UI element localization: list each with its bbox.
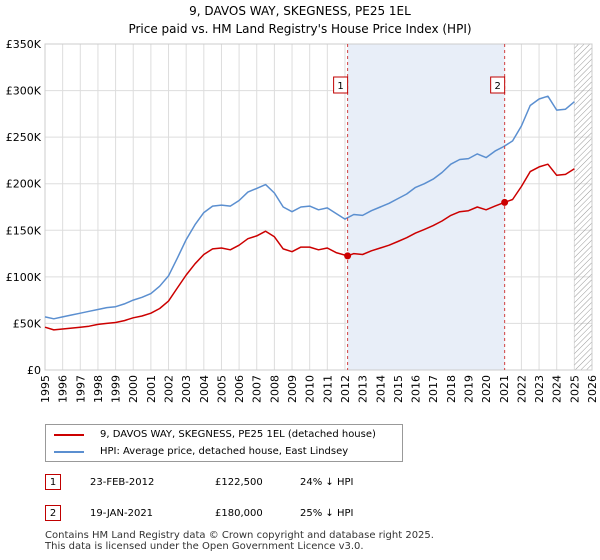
legend-item-property: 9, DAVOS WAY, SKEGNESS, PE25 1EL (detach…	[46, 427, 402, 443]
x-tick-label: 2021	[498, 375, 511, 403]
transaction-row: 2 19-JAN-2021 £180,000 25% ↓ HPI	[45, 505, 545, 523]
annotation-label: 2	[494, 81, 500, 92]
shaded-ownership-span	[347, 44, 505, 370]
x-tick-label: 2006	[233, 375, 246, 403]
footer-line-2: This data is licensed under the Open Gov…	[45, 541, 364, 552]
x-tick-label: 2020	[480, 375, 493, 403]
annotation-box	[490, 76, 506, 94]
x-tick-label: 2008	[268, 375, 281, 403]
x-tick-label: 1998	[92, 375, 105, 403]
transaction-date: 19-JAN-2021	[90, 508, 154, 519]
legend-label-hpi: HPI: Average price, detached house, East…	[100, 446, 349, 457]
x-tick-label: 2009	[286, 375, 299, 403]
footer-attribution: Contains HM Land Registry data © Crown c…	[45, 530, 434, 552]
footer-line-1: Contains HM Land Registry data © Crown c…	[45, 530, 434, 541]
transaction-price: £122,500	[215, 477, 263, 488]
transaction-price: £180,000	[215, 508, 263, 519]
y-tick-label: £50K	[13, 317, 42, 330]
x-tick-label: 2013	[357, 375, 370, 403]
plot-frame	[44, 43, 593, 371]
transaction-number-badge: 2	[45, 505, 61, 521]
x-tick-label: 2023	[533, 375, 546, 403]
y-tick-label: £200K	[6, 178, 42, 191]
y-tick-label: £300K	[6, 85, 42, 98]
x-tick-label: 2003	[180, 375, 193, 403]
transaction-hpi-diff: 24% ↓ HPI	[300, 477, 354, 488]
legend-item-hpi: HPI: Average price, detached house, East…	[46, 444, 402, 460]
x-tick-label: 2022	[515, 375, 528, 403]
x-tick-label: 1997	[74, 375, 87, 403]
chart-title-line1: 9, DAVOS WAY, SKEGNESS, PE25 1EL	[189, 4, 411, 18]
x-tick-label: 2011	[321, 375, 334, 403]
chart-legend: 9, DAVOS WAY, SKEGNESS, PE25 1EL (detach…	[45, 424, 403, 462]
transaction-hpi-diff: 25% ↓ HPI	[300, 508, 354, 519]
x-tick-label: 2014	[374, 375, 387, 403]
x-tick-label: 2026	[586, 375, 599, 403]
x-tick-label: 2010	[304, 375, 317, 403]
y-tick-label: £0	[27, 364, 41, 377]
annotation-label: 1	[337, 81, 343, 92]
price-chart: £0 £50K £100K £150K £200K £250K £300K £350K 1995…	[6, 38, 599, 403]
property-price-line	[44, 163, 575, 331]
legend-swatch-hpi	[54, 451, 84, 453]
transaction-number-badge: 1	[45, 474, 61, 490]
x-tick-label: 1999	[110, 375, 123, 403]
x-tick-label: 2005	[215, 375, 228, 403]
hpi-line	[44, 95, 575, 320]
y-tick-label: £350K	[6, 38, 42, 51]
sale-point-marker	[501, 198, 509, 206]
transaction-date: 23-FEB-2012	[90, 477, 155, 488]
x-tick-label: 1995	[39, 375, 52, 403]
legend-swatch-property	[54, 434, 84, 436]
x-tick-label: 2001	[145, 375, 158, 403]
sale-point-marker	[344, 252, 352, 260]
x-tick-label: 2000	[127, 375, 140, 403]
plot-area	[45, 44, 592, 370]
x-tick-label: 2002	[163, 375, 176, 403]
transaction-row: 1 23-FEB-2012 £122,500 24% ↓ HPI	[45, 474, 545, 492]
x-tick-label: 2017	[427, 375, 440, 403]
x-tick-label: 2025	[568, 375, 581, 403]
annotation-box	[333, 76, 349, 94]
chart-title-line2: Price paid vs. HM Land Registry's House …	[128, 22, 472, 36]
x-tick-label: 2004	[198, 375, 211, 403]
y-tick-label: £250K	[6, 131, 42, 144]
x-tick-label: 1996	[57, 375, 70, 403]
x-tick-label: 2015	[392, 375, 405, 403]
x-tick-label: 2016	[410, 375, 423, 403]
x-tick-label: 2012	[339, 375, 352, 403]
y-tick-label: £100K	[6, 271, 42, 284]
future-hatch-area	[574, 44, 592, 370]
y-tick-label: £150K	[6, 224, 42, 237]
legend-label-property: 9, DAVOS WAY, SKEGNESS, PE25 1EL (detach…	[100, 429, 376, 440]
x-tick-label: 2024	[551, 375, 564, 403]
x-tick-label: 2019	[462, 375, 475, 403]
x-tick-label: 2018	[445, 375, 458, 403]
x-tick-label: 2007	[251, 375, 264, 403]
